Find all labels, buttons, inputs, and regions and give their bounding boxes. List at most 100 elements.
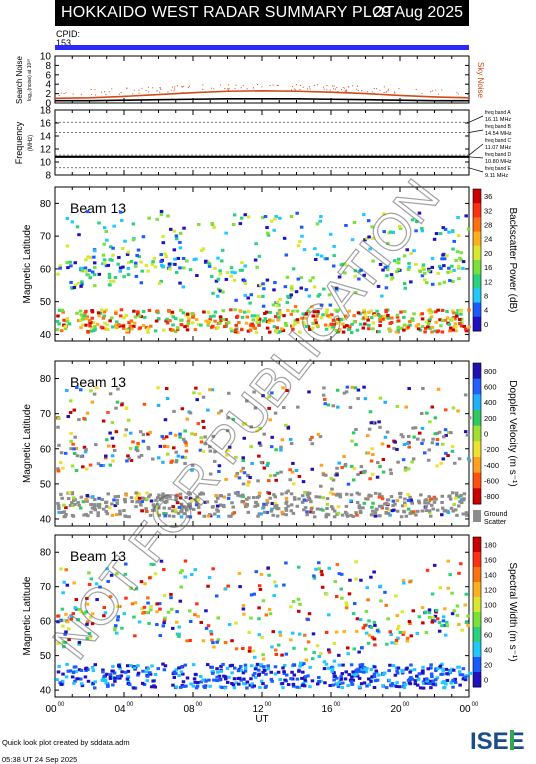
power-panel-cell xyxy=(118,269,123,273)
velocity-panel-cell xyxy=(370,505,374,509)
power-panel-cell xyxy=(206,323,210,327)
velocity-panel-cell xyxy=(227,493,231,497)
power-panel-cell xyxy=(153,329,158,333)
power-panel-cell xyxy=(108,319,112,323)
width-panel-cell xyxy=(339,677,343,681)
velocity-panel-cell xyxy=(134,505,138,509)
power-panel-cell xyxy=(220,248,225,252)
velocity-panel-colorbar-tick: 600 xyxy=(484,383,497,392)
width-panel-cell xyxy=(409,669,413,673)
power-panel-cell xyxy=(213,310,218,314)
noise-scatter-point xyxy=(138,89,140,91)
width-panel-cell xyxy=(257,673,261,677)
power-panel-cell xyxy=(344,223,348,227)
velocity-panel-cell xyxy=(281,386,285,390)
velocity-panel-cell xyxy=(135,449,140,453)
width-panel-cell xyxy=(73,665,78,669)
width-panel-cell xyxy=(377,673,381,677)
power-panel-cell xyxy=(67,322,72,326)
width-panel-cell xyxy=(209,630,213,634)
power-panel-cell xyxy=(378,318,383,322)
power-panel-cell xyxy=(390,276,395,280)
width-panel-cell xyxy=(384,603,388,607)
power-panel-cell xyxy=(349,331,354,335)
width-panel-cell xyxy=(230,663,235,667)
velocity-panel-cell xyxy=(244,505,248,509)
width-panel-cell xyxy=(252,684,257,688)
width-panel-cell xyxy=(320,573,324,577)
velocity-panel-cell xyxy=(173,433,178,437)
width-panel-colorbar-tick: 20 xyxy=(484,661,492,670)
power-panel-cell xyxy=(371,327,375,331)
noise-scatter-point xyxy=(291,90,293,92)
width-panel-cell xyxy=(354,668,359,672)
power-panel-cell xyxy=(159,260,163,264)
velocity-panel-cell xyxy=(104,438,109,442)
velocity-panel-cell xyxy=(424,504,428,508)
width-panel-cell xyxy=(315,682,320,686)
power-panel-cell xyxy=(407,265,411,269)
width-panel-cell xyxy=(344,601,349,605)
power-panel-cell xyxy=(311,276,315,280)
power-panel-cell xyxy=(273,217,277,221)
power-panel-colorbar-tick: 36 xyxy=(484,192,492,201)
width-panel-cell xyxy=(298,661,303,665)
velocity-panel-cell xyxy=(423,451,427,455)
velocity-panel-cell xyxy=(420,426,425,430)
width-panel-cell xyxy=(442,624,447,628)
velocity-panel-cell xyxy=(247,480,251,484)
power-panel-cell xyxy=(171,323,175,327)
velocity-panel-cell xyxy=(250,461,254,465)
velocity-panel-cell xyxy=(241,456,245,460)
velocity-panel-cell xyxy=(84,448,88,452)
width-panel-cell xyxy=(425,679,430,683)
power-panel-cell xyxy=(89,320,93,324)
power-panel-cell xyxy=(426,322,431,326)
velocity-panel-cell xyxy=(357,504,362,508)
power-panel-cell xyxy=(357,277,361,281)
width-panel-cell xyxy=(201,639,206,643)
power-panel-cell xyxy=(148,324,153,328)
velocity-panel-cell xyxy=(187,503,191,507)
velocity-panel-cell xyxy=(378,396,383,400)
noise-scatter-point xyxy=(277,84,279,86)
width-panel-cell xyxy=(259,679,264,683)
velocity-panel-cell xyxy=(90,506,95,510)
power-panel-cell xyxy=(395,315,400,319)
velocity-panel-cell xyxy=(148,430,152,434)
velocity-panel-cell xyxy=(393,502,397,506)
width-panel-cell xyxy=(433,614,438,618)
power-panel-cell xyxy=(300,234,304,238)
width-panel-cell xyxy=(94,582,99,586)
velocity-panel-cell xyxy=(241,482,246,486)
velocity-panel-cell xyxy=(184,441,188,445)
width-panel-colorbar-segment xyxy=(473,597,481,613)
width-panel-cell xyxy=(136,671,141,675)
noise-scatter-point xyxy=(80,93,82,95)
width-panel-cell xyxy=(340,672,345,676)
velocity-panel-cell xyxy=(236,493,240,497)
power-panel-cell xyxy=(204,319,208,323)
noise-ylabel: Search Noise xyxy=(15,55,24,104)
velocity-panel-cell xyxy=(378,425,382,429)
power-panel-cell xyxy=(108,245,113,249)
velocity-panel-cell xyxy=(286,426,291,430)
noise-scatter-point xyxy=(58,94,60,96)
velocity-panel-cell xyxy=(99,463,103,467)
power-panel-cell xyxy=(145,327,150,331)
width-panel-cell xyxy=(360,646,364,650)
power-panel-cell xyxy=(104,230,108,234)
velocity-panel-cell xyxy=(416,499,421,503)
velocity-panel-cell xyxy=(227,445,232,449)
noise-scatter-point xyxy=(167,91,169,93)
velocity-panel-cell xyxy=(301,480,306,484)
power-panel-ylabel: Magnetic Latitude xyxy=(22,224,33,303)
width-panel-cell xyxy=(388,663,392,667)
noise-scatter-point xyxy=(159,87,161,89)
velocity-panel-cell xyxy=(359,471,363,475)
power-panel-cell xyxy=(169,312,174,316)
velocity-panel-cell xyxy=(126,418,131,422)
power-panel-cell xyxy=(430,282,435,286)
velocity-panel-cell xyxy=(188,515,193,519)
width-panel-cell xyxy=(436,617,440,621)
